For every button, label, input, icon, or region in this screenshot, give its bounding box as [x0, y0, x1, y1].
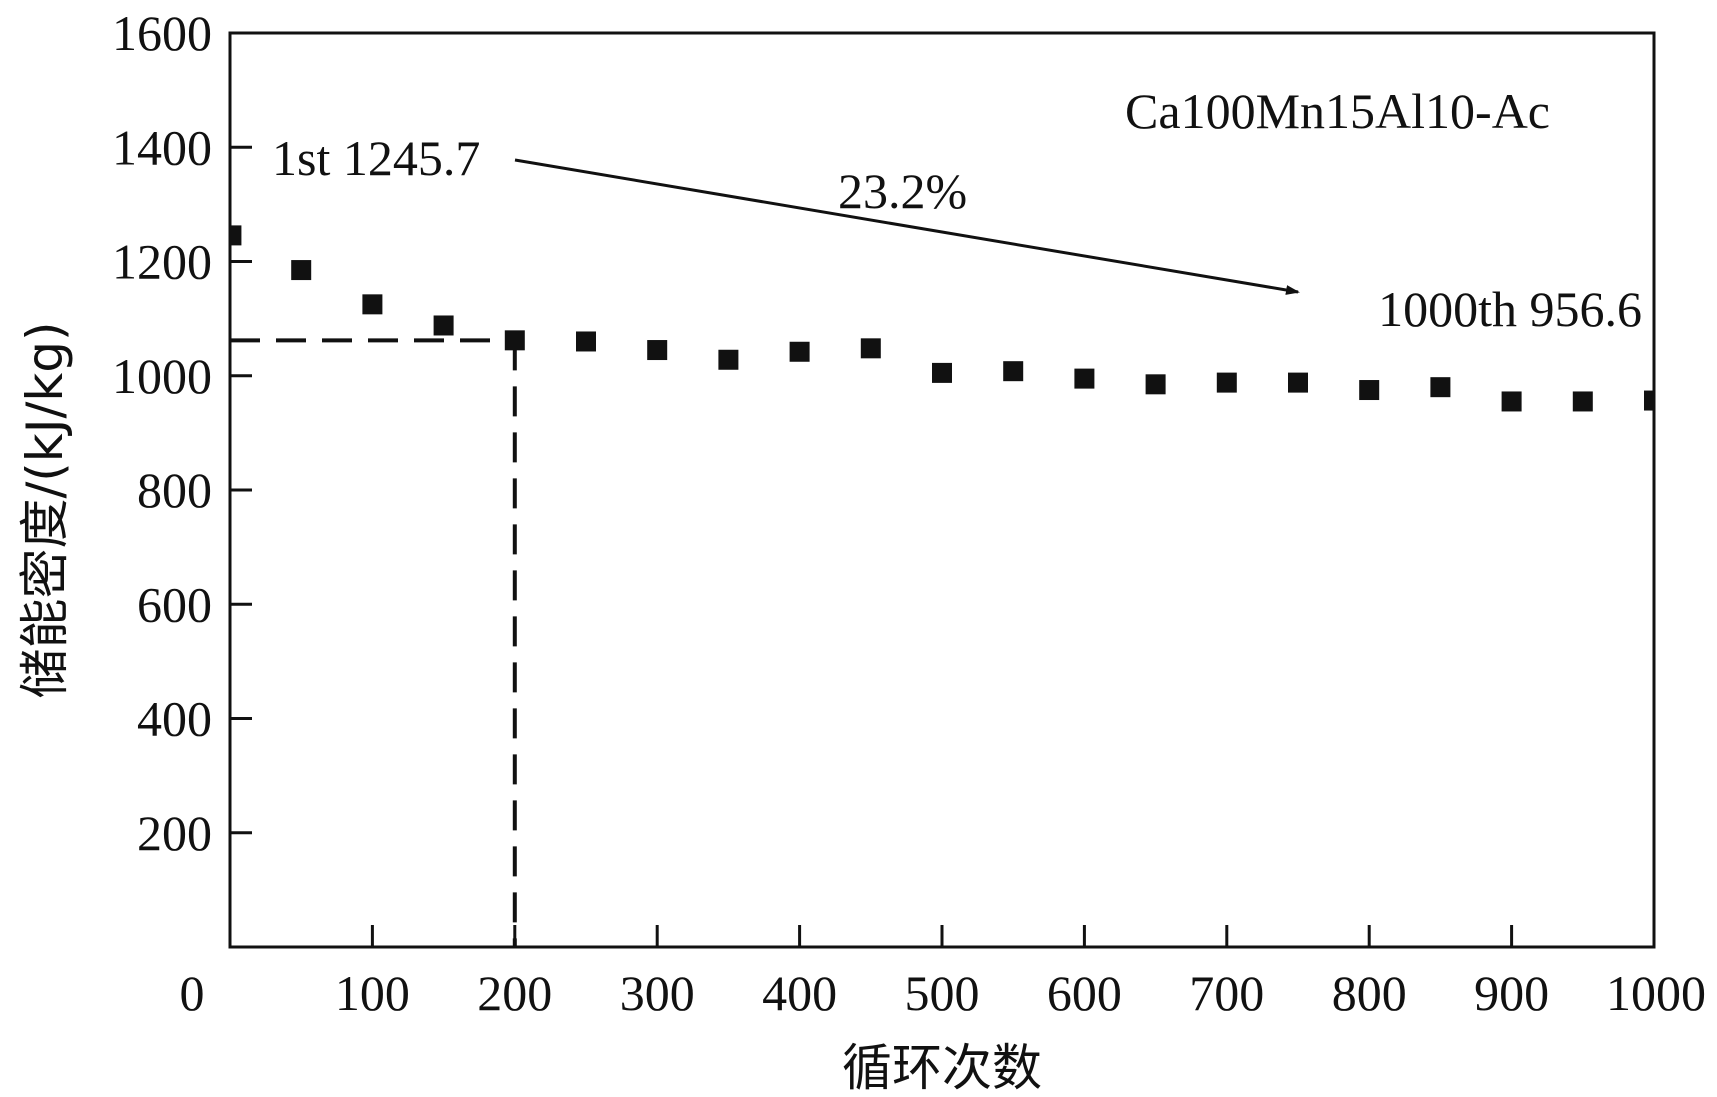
x-tick-label: 400 [762, 965, 837, 1021]
last-cycle-label: 1000th 956.6 [1378, 281, 1642, 337]
data-point [504, 330, 525, 351]
data-point [789, 341, 810, 362]
y-tick-label: 1200 [112, 234, 212, 290]
y-tick-label: 1000 [112, 348, 212, 404]
x-tick-label: 200 [477, 965, 552, 1021]
data-point [1003, 361, 1024, 382]
y-tick-label: 1400 [112, 119, 212, 175]
x-tick-label: 600 [1047, 965, 1122, 1021]
data-point [1216, 372, 1237, 393]
x-tick-label: 300 [620, 965, 695, 1021]
y-tick-label: 400 [137, 691, 212, 747]
decline-label: 23.2% [838, 163, 967, 219]
x-tick-label: 1000 [1606, 965, 1706, 1021]
data-point [1359, 380, 1380, 401]
sample-label: Ca100Mn15Al10-Ac [1125, 83, 1550, 139]
data-point [291, 260, 312, 281]
x-tick-label: 700 [1189, 965, 1264, 1021]
x-tick-label: 500 [905, 965, 980, 1021]
first-cycle-label: 1st 1245.7 [272, 130, 480, 186]
x-axis: 0 100 200 300 400 500 600 700 800 900 1000 [180, 925, 1706, 1021]
data-point [718, 349, 739, 370]
data-point [1501, 391, 1522, 412]
y-axis-title: 储能密度/(kJ/kg) [16, 321, 74, 698]
data-point [1572, 391, 1593, 412]
data-point [860, 338, 881, 359]
x-tick-label: 800 [1332, 965, 1407, 1021]
data-point [1430, 377, 1451, 398]
data-point [1145, 374, 1166, 395]
data-point [932, 362, 952, 383]
x-tick-label: 900 [1474, 965, 1549, 1021]
data-point [1074, 368, 1095, 389]
y-tick-label: 600 [137, 576, 212, 632]
decline-arrow [514, 158, 1300, 295]
data-point [576, 331, 596, 352]
reference-lines [230, 338, 517, 947]
x-tick-label: 0 [180, 965, 205, 1021]
y-tick-label: 200 [137, 805, 212, 861]
x-axis-title: 循环次数 [842, 1039, 1042, 1097]
data-point [362, 294, 383, 315]
x-tick-label: 100 [335, 965, 410, 1021]
data-series [230, 225, 1654, 412]
data-point [1288, 372, 1308, 393]
data-point [433, 315, 454, 336]
data-point [647, 340, 668, 361]
y-axis: 200 400 600 800 1000 1200 1400 1600 [112, 5, 252, 861]
data-point [1644, 390, 1654, 411]
y-tick-label: 800 [137, 462, 212, 518]
data-point [230, 225, 242, 246]
y-tick-label: 1600 [112, 5, 212, 61]
